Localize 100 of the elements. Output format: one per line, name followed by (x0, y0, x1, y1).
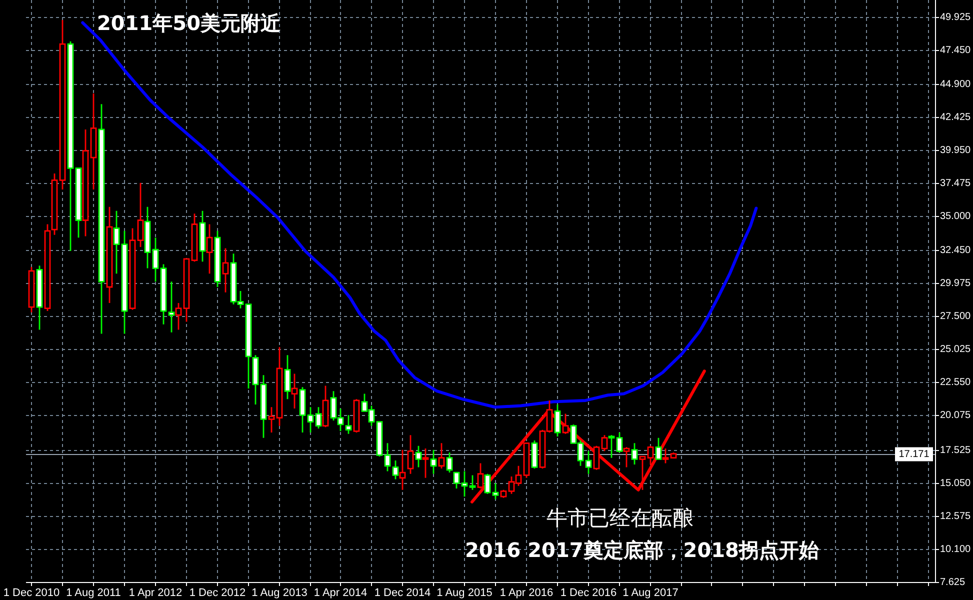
candlestick (392, 460, 399, 480)
candlestick (453, 472, 460, 490)
y-tick-label: 47.450 (940, 45, 972, 56)
candlestick (160, 264, 167, 326)
x-tick-label: 1 Aug 2017 (622, 587, 678, 599)
candlestick (168, 280, 175, 334)
candlestick (90, 92, 97, 190)
candlestick (655, 437, 662, 460)
candlestick (191, 212, 198, 262)
annotation: 牛市已经在酝酿 (546, 506, 694, 530)
candlestick (639, 456, 646, 491)
candlestick (315, 406, 322, 430)
candlestick (106, 206, 113, 304)
x-tick-label: 1 Dec 2010 (3, 587, 60, 599)
candlestick (206, 224, 213, 274)
candlestick (662, 448, 669, 464)
candlestick (113, 210, 120, 274)
x-tick-label: 1 Apr 2016 (500, 587, 554, 599)
candlestick (121, 230, 128, 334)
candlestick (531, 440, 538, 470)
y-tick-label: 42.425 (940, 112, 972, 124)
candlestick (616, 432, 623, 454)
candlestick (75, 167, 82, 238)
y-tick-label: 20.075 (940, 410, 972, 422)
candlestick (484, 473, 491, 495)
candlestick (345, 414, 352, 435)
candlestick (585, 450, 592, 475)
y-tick-label: 7.625 (940, 577, 966, 588)
candlestick (670, 452, 677, 459)
candlestick (554, 404, 561, 438)
y-tick-label: 17.525 (940, 445, 972, 456)
candlestick (631, 442, 638, 466)
candlestick (469, 474, 476, 491)
candlestick (199, 210, 206, 262)
candlestick (601, 434, 608, 452)
candlestick (245, 304, 252, 390)
candlestick (307, 406, 314, 434)
candlestick (461, 470, 468, 498)
x-tick-label: 1 Aug 2011 (66, 587, 121, 599)
candlestick (144, 206, 151, 270)
annotation: 2011年50美元附近 (97, 11, 280, 35)
candlestick (67, 40, 74, 252)
candlestick (98, 103, 105, 334)
candlestick (322, 385, 329, 428)
candlestick (137, 182, 144, 248)
candlestick (477, 462, 484, 490)
y-tick-label: 35.000 (940, 211, 972, 222)
candlestick (562, 413, 569, 435)
candlestick (299, 386, 306, 434)
y-tick-label: 37.475 (940, 178, 972, 190)
candlestick (82, 128, 89, 237)
candlestick (407, 434, 414, 475)
x-tick-label: 1 Dec 2016 (560, 587, 617, 599)
candlestick (500, 489, 507, 499)
y-tick-label: 29.975 (940, 278, 972, 290)
candlestick (252, 354, 259, 406)
candlestick (422, 448, 429, 479)
candlestick (353, 398, 360, 434)
candlestick (36, 264, 43, 330)
x-tick-label: 1 Aug 2013 (252, 587, 308, 599)
candlestick (647, 445, 654, 466)
y-tick-label: 39.950 (940, 145, 972, 156)
candlestick (183, 258, 190, 322)
candlestick (214, 230, 221, 288)
y-tick-label: 49.925 (940, 12, 972, 24)
x-tick-label: 1 Dec 2014 (374, 587, 431, 599)
y-tick-label: 22.550 (940, 377, 972, 388)
y-tick-label: 10.100 (940, 544, 972, 556)
candlestick (438, 442, 445, 470)
candlestick (384, 442, 391, 472)
ref-line-label: 17.171 (898, 448, 930, 460)
candlestick (593, 445, 600, 471)
y-tick-label: 27.500 (940, 311, 972, 322)
y-tick-label: 15.050 (940, 478, 972, 490)
candlestick (268, 406, 275, 434)
candlestick (523, 442, 530, 479)
y-tick-label: 32.450 (940, 245, 972, 256)
candlestick (608, 434, 615, 459)
candlestick (492, 482, 499, 500)
candlestick (175, 302, 182, 330)
y-tick-label: 25.025 (940, 344, 972, 356)
x-tick-label: 1 Apr 2012 (128, 587, 182, 599)
candlestick (129, 228, 136, 310)
candlestick (152, 236, 159, 282)
candlestick (415, 445, 422, 468)
candlestick (260, 374, 267, 439)
x-tick-label: 1 Aug 2015 (436, 587, 492, 599)
candlestick (28, 266, 35, 314)
candlestick (276, 346, 283, 427)
x-tick-label: 1 Apr 2014 (314, 587, 368, 599)
candlestick (291, 373, 298, 410)
annotation: 2016 2017奠定底部，2018拐点开始 (465, 538, 820, 562)
candlestick (376, 421, 383, 458)
candlestick (430, 449, 437, 475)
candlestick (284, 354, 291, 400)
line-series (470, 370, 706, 504)
candlestick (399, 449, 406, 491)
y-tick-label: 44.900 (940, 79, 972, 90)
candlestick (59, 19, 66, 190)
candlestick (623, 446, 630, 468)
